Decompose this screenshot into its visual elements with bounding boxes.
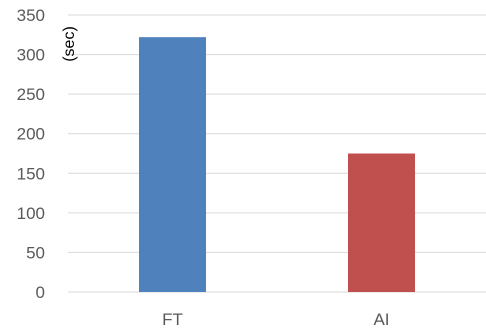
y-tick-label: 350	[17, 6, 45, 25]
y-tick-label: 100	[17, 204, 45, 223]
gridlines	[68, 14, 486, 293]
x-tick-label-ft: FT	[162, 310, 183, 329]
y-axis-label: (sec)	[61, 26, 78, 62]
x-tick-label-ai: AI	[373, 310, 389, 329]
y-tick-label: 0	[36, 283, 45, 302]
y-tick-label: 300	[17, 46, 45, 65]
y-axis-tick-labels: 0 50 100 150 200 250 300 350	[17, 6, 45, 302]
y-tick-label: 200	[17, 125, 45, 144]
x-axis-tick-labels: FT AI	[162, 310, 389, 329]
y-tick-label: 150	[17, 164, 45, 183]
y-tick-label: 250	[17, 85, 45, 104]
bar-ai	[348, 153, 415, 292]
bar-ft	[139, 37, 206, 292]
bars	[139, 37, 415, 292]
y-tick-label: 50	[26, 243, 45, 262]
